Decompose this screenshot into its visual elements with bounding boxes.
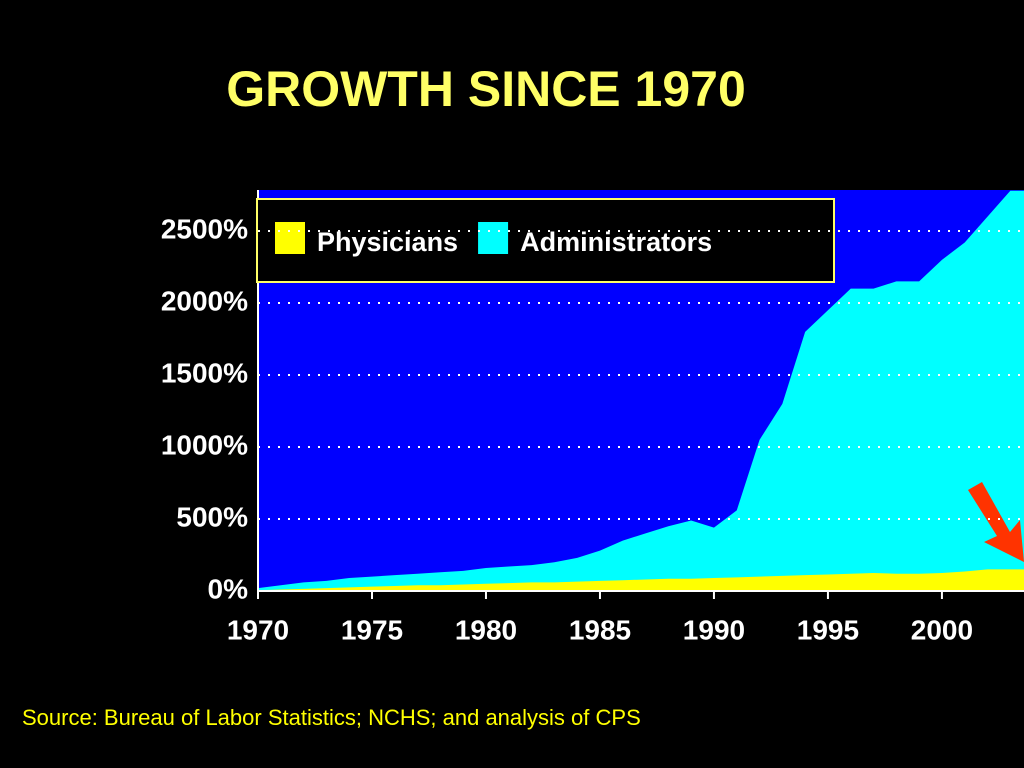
x-tick-label: 1970 xyxy=(227,614,289,645)
y-tick-label: 0% xyxy=(208,573,249,604)
y-tick-label: 500% xyxy=(176,501,248,532)
legend-label: Administrators xyxy=(520,227,712,257)
legend-label: Physicians xyxy=(317,227,458,257)
plot xyxy=(258,190,1024,592)
legend-swatch xyxy=(275,222,305,254)
area xyxy=(258,569,1024,591)
arrow xyxy=(968,482,1024,562)
legend-swatch xyxy=(478,222,509,254)
source-note: Source: Bureau of Labor Statistics; NCHS… xyxy=(22,705,641,730)
chart-title: GROWTH SINCE 1970 xyxy=(226,61,746,117)
y-tick-label: 2000% xyxy=(161,285,248,316)
x-tick-label: 1980 xyxy=(455,614,517,645)
legend: Physicians Administrators xyxy=(275,222,712,257)
legend-box xyxy=(256,198,835,283)
x-tick-label: 1995 xyxy=(797,614,859,645)
x-tick-label: 2000 xyxy=(911,614,973,645)
y-tick-label: 1000% xyxy=(161,429,248,460)
x-tick-label: 1975 xyxy=(341,614,403,645)
x-tick-label: 1990 xyxy=(683,614,745,645)
area xyxy=(258,190,1024,592)
y-tick-label: 2500% xyxy=(161,213,248,244)
y-tick-label: 1500% xyxy=(161,357,248,388)
x-tick-label: 1985 xyxy=(569,614,631,645)
